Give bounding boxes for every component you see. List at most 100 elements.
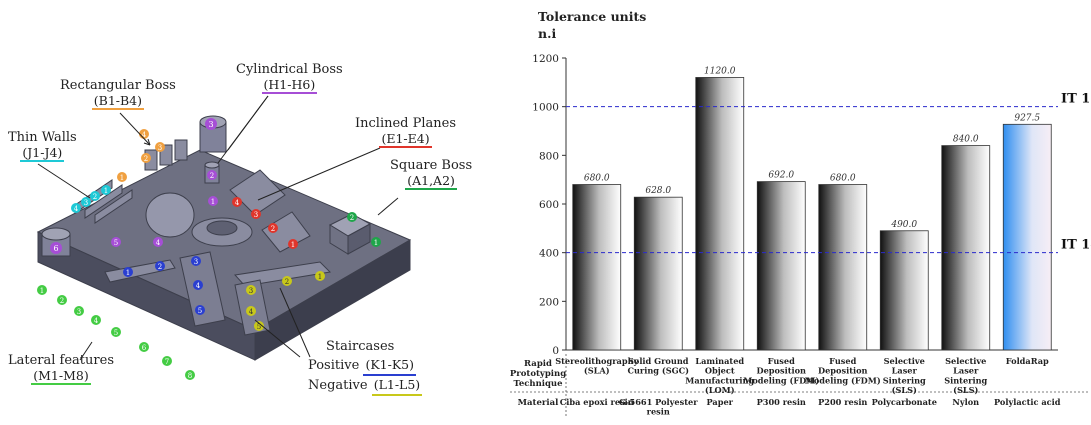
y-tick-label: 1200 xyxy=(532,53,559,65)
category-label: Stereolithography (SLA) xyxy=(555,356,638,376)
bar xyxy=(879,230,929,351)
reference-line-label: IT 16 xyxy=(1061,92,1091,107)
bar-value-label: 1120.0 xyxy=(704,66,736,76)
svg-text:1: 1 xyxy=(120,174,124,182)
dome-feature xyxy=(145,192,195,238)
test-artifact-diagram: 6 3 2 1 5 4 1 2 3 4 1 2 3 4 4 3 2 1 2 1 … xyxy=(0,0,510,421)
svg-text:3: 3 xyxy=(77,308,81,316)
bar-value-label: 840.0 xyxy=(953,135,979,145)
svg-text:1: 1 xyxy=(40,287,44,295)
svg-text:1: 1 xyxy=(126,269,130,277)
svg-text:5: 5 xyxy=(114,239,118,247)
square-boss-code: (A1,A2) xyxy=(405,173,457,190)
svg-text:1: 1 xyxy=(211,198,215,206)
svg-text:3: 3 xyxy=(194,258,198,266)
svg-text:5: 5 xyxy=(114,329,118,337)
bar-value-label: 927.5 xyxy=(1014,113,1040,123)
y-axis-title-line1: Tolerance units xyxy=(538,9,647,24)
svg-text:4: 4 xyxy=(196,282,201,290)
material-label: Ciba epoxi resin xyxy=(560,397,634,407)
category-label: Fused Deposition Modeling (FDM) xyxy=(743,356,819,385)
y-tick-label: 800 xyxy=(539,150,559,162)
thin-walls-code: (J1-J4) xyxy=(20,145,65,162)
bar xyxy=(756,181,806,351)
y-tick-label: 400 xyxy=(539,248,559,260)
svg-text:3: 3 xyxy=(84,199,88,207)
bar xyxy=(572,184,622,351)
svg-text:6: 6 xyxy=(142,344,147,352)
plate-front-right xyxy=(254,239,411,361)
bar-value-label: 680.0 xyxy=(830,174,856,184)
bar-value-label: 680.0 xyxy=(584,174,610,184)
category-label: Laminated Object Manufacturing (LOM) xyxy=(685,356,754,395)
svg-text:4: 4 xyxy=(156,239,161,247)
svg-text:4: 4 xyxy=(74,205,79,213)
cylindrical-boss-title: Cylindrical Boss xyxy=(236,62,343,77)
material-label: Polylactic acid xyxy=(994,397,1061,407)
y-axis-title-line2: n.i xyxy=(538,26,557,41)
y-tick-label: 1000 xyxy=(532,102,559,114)
lateral-features-label: Lateral features (M1-M8) xyxy=(8,353,114,385)
inclined-planes-label: Inclined Planes (E1-E4) xyxy=(355,116,456,148)
rectangular-boss-code: (B1-B4) xyxy=(91,93,145,110)
reference-line-label: IT 14 xyxy=(1061,238,1091,253)
svg-text:2: 2 xyxy=(158,263,162,271)
bar xyxy=(818,184,868,351)
rectangular-boss-title: Rectangular Boss xyxy=(60,78,176,93)
y-tick-label: 200 xyxy=(539,296,559,308)
material-label: P300 resin xyxy=(757,397,806,407)
material-label: P200 resin xyxy=(818,397,867,407)
category-label: Fused Deposition Modeling (FDM) xyxy=(805,356,881,385)
svg-text:2: 2 xyxy=(271,225,275,233)
inclined-planes-code: (E1-E4) xyxy=(379,131,432,148)
svg-text:1: 1 xyxy=(104,187,108,195)
bar xyxy=(695,77,745,351)
y-axis-title: Tolerance units n.i xyxy=(538,8,646,42)
leader-lines xyxy=(37,95,399,361)
category-label: Selective Laser Sintering (SLS) xyxy=(883,356,926,395)
svg-text:1: 1 xyxy=(374,239,378,247)
svg-text:8: 8 xyxy=(188,372,192,380)
svg-text:3: 3 xyxy=(254,211,258,219)
staircase-features xyxy=(104,251,332,336)
material-label: Polycarbonate xyxy=(872,397,937,407)
bar-value-label: 692.0 xyxy=(768,171,794,181)
staircases-negative-code: (L1-L5) xyxy=(371,376,423,396)
bar-value-label: 628.0 xyxy=(645,186,671,196)
bar xyxy=(633,196,683,351)
svg-text:2: 2 xyxy=(210,172,214,180)
inclined-planes-title: Inclined Planes xyxy=(355,116,457,131)
material-label: Nylon xyxy=(952,397,979,407)
row-header-technique: Rapid Prototyping Technique xyxy=(510,359,566,389)
cylindrical-boss-features xyxy=(41,115,227,257)
test-artifact-illustration: 6 3 2 1 5 4 1 2 3 4 1 2 3 4 4 3 2 1 2 1 … xyxy=(36,95,412,380)
staircases-positive-code: (K1-K5) xyxy=(363,356,416,376)
svg-text:3: 3 xyxy=(249,287,253,295)
svg-text:1: 1 xyxy=(291,241,295,249)
svg-text:3: 3 xyxy=(158,144,162,152)
y-tick-label: 600 xyxy=(539,199,559,211)
category-label: Selective Laser Sintering (SLS) xyxy=(944,356,987,395)
svg-text:4: 4 xyxy=(249,308,254,316)
svg-text:4: 4 xyxy=(94,317,99,325)
svg-text:1: 1 xyxy=(318,273,322,281)
svg-text:4: 4 xyxy=(142,131,147,139)
staircases-negative-text: Negative xyxy=(308,378,368,393)
svg-text:2: 2 xyxy=(93,193,97,201)
lateral-features-code: (M1-M8) xyxy=(31,368,91,385)
y-tick-label: 0 xyxy=(552,345,559,357)
lateral-features-title: Lateral features xyxy=(8,353,114,368)
staircases-title: Staircases xyxy=(326,339,395,354)
svg-text:7: 7 xyxy=(165,358,169,366)
rectangular-boss-label: Rectangular Boss (B1-B4) xyxy=(60,78,176,110)
thin-walls-label: Thin Walls (J1-J4) xyxy=(8,130,77,162)
category-label: FoldaRap xyxy=(1006,356,1049,366)
material-label: G-5661 Polyester resin xyxy=(619,397,698,417)
thin-walls-title: Thin Walls xyxy=(8,130,77,145)
category-label: Solid Ground Curing (SGC) xyxy=(627,356,689,376)
square-boss-label: Square Boss (A1,A2) xyxy=(390,158,472,190)
row-header-material: Material xyxy=(518,398,559,408)
svg-text:2: 2 xyxy=(144,155,148,163)
square-boss-title: Square Boss xyxy=(390,158,473,173)
tolerance-chart-panel: Tolerance units n.i 0 200 400 600 800 1000 120… xyxy=(510,0,1091,421)
